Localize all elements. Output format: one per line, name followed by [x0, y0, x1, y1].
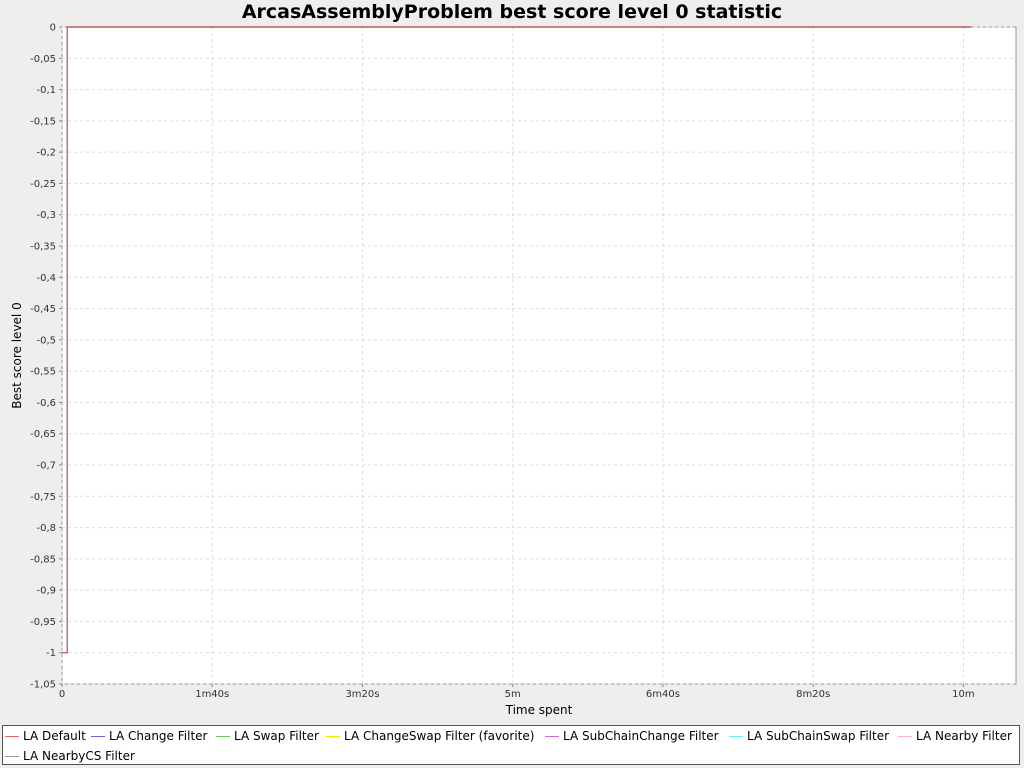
legend-label: LA Default: [23, 729, 86, 743]
x-tick-label: 10m: [952, 689, 974, 700]
legend: LA Default LA Change Filter LA Swap Filter…: [2, 725, 1020, 765]
x-tick-label: 0: [59, 689, 65, 700]
legend-item: LA Nearby Filter: [898, 726, 1012, 746]
legend-row: LA Default LA Change Filter LA Swap Filter…: [3, 726, 1019, 746]
y-tick-label: -0,25: [30, 179, 56, 190]
y-tick-label: -0,4: [36, 273, 56, 284]
y-tick-label: -0,15: [30, 116, 56, 127]
legend-swatch: [216, 736, 230, 737]
legend-label: LA SubChainChange Filter: [563, 729, 719, 743]
y-tick-label: -0,1: [36, 85, 56, 96]
legend-swatch: [545, 736, 559, 737]
legend-item: LA NearbyCS Filter: [5, 746, 135, 766]
y-tick-label: -0,7: [36, 461, 56, 472]
y-tick-label: -0,8: [36, 523, 56, 534]
legend-item: LA ChangeSwap Filter (favorite): [326, 726, 534, 746]
plot-background: [61, 26, 1017, 685]
legend-label: LA Change Filter: [109, 729, 208, 743]
legend-swatch: [5, 756, 19, 757]
x-tick-label: 6m40s: [646, 689, 680, 700]
legend-swatch: [91, 736, 105, 737]
legend-swatch: [5, 736, 19, 737]
legend-item: LA Default: [5, 726, 86, 746]
legend-item: LA SubChainSwap Filter: [729, 726, 889, 746]
y-tick-label: -0,55: [30, 367, 56, 378]
legend-swatch: [898, 736, 912, 737]
y-tick-label: -0,45: [30, 304, 56, 315]
axis-ticks: 0 -0,05 -0,1 -0,15 -0,2 -0,25 -0,3 -0,35 -0,4 -0,…: [30, 23, 975, 701]
legend-swatch: [729, 736, 743, 737]
y-tick-label: -0,95: [30, 617, 56, 628]
legend-label: LA NearbyCS Filter: [23, 749, 135, 763]
x-tick-label: 8m20s: [796, 689, 830, 700]
y-tick-label: -1: [46, 648, 56, 659]
y-tick-label: -0,05: [30, 54, 56, 65]
legend-label: LA ChangeSwap Filter (favorite): [344, 729, 535, 743]
legend-label: LA Swap Filter: [234, 729, 319, 743]
y-tick-label: -1,05: [30, 680, 56, 691]
series-line-0: [62, 26, 971, 654]
series-lines: [62, 26, 971, 654]
legend-swatch: [326, 736, 340, 737]
legend-label: LA Nearby Filter: [916, 729, 1012, 743]
y-tick-label: -0,85: [30, 554, 56, 565]
grid-lines: [61, 26, 1016, 685]
legend-item: LA Swap Filter: [216, 726, 319, 746]
x-tick-label: 1m40s: [195, 689, 229, 700]
chart-title: ArcasAssemblyProblem best score level 0 …: [241, 1, 783, 23]
legend-item: LA SubChainChange Filter: [545, 726, 719, 746]
y-tick-label: -0,2: [36, 148, 56, 159]
x-axis-title: Time spent: [505, 703, 573, 717]
legend-item: LA Change Filter: [91, 726, 207, 746]
y-tick-label: -0,35: [30, 242, 56, 253]
legend-label: LA SubChainSwap Filter: [747, 729, 890, 743]
y-axis-title: Best score level 0: [10, 302, 24, 408]
x-tick-label: 5m: [505, 689, 521, 700]
legend-row: LA NearbyCS Filter: [3, 746, 1019, 766]
y-tick-label: -0,65: [30, 429, 56, 440]
y-tick-label: -0,75: [30, 492, 56, 503]
y-tick-label: -0,9: [36, 586, 56, 597]
y-tick-label: -0,5: [36, 335, 56, 346]
y-tick-label: -0,3: [36, 210, 56, 221]
chart-area: 0 -0,05 -0,1 -0,15 -0,2 -0,25 -0,3 -0,35 -0,4 -0,…: [10, 23, 1017, 717]
y-tick-label: 0: [50, 23, 56, 34]
x-tick-label: 3m20s: [345, 689, 379, 700]
y-tick-label: -0,6: [36, 398, 56, 409]
